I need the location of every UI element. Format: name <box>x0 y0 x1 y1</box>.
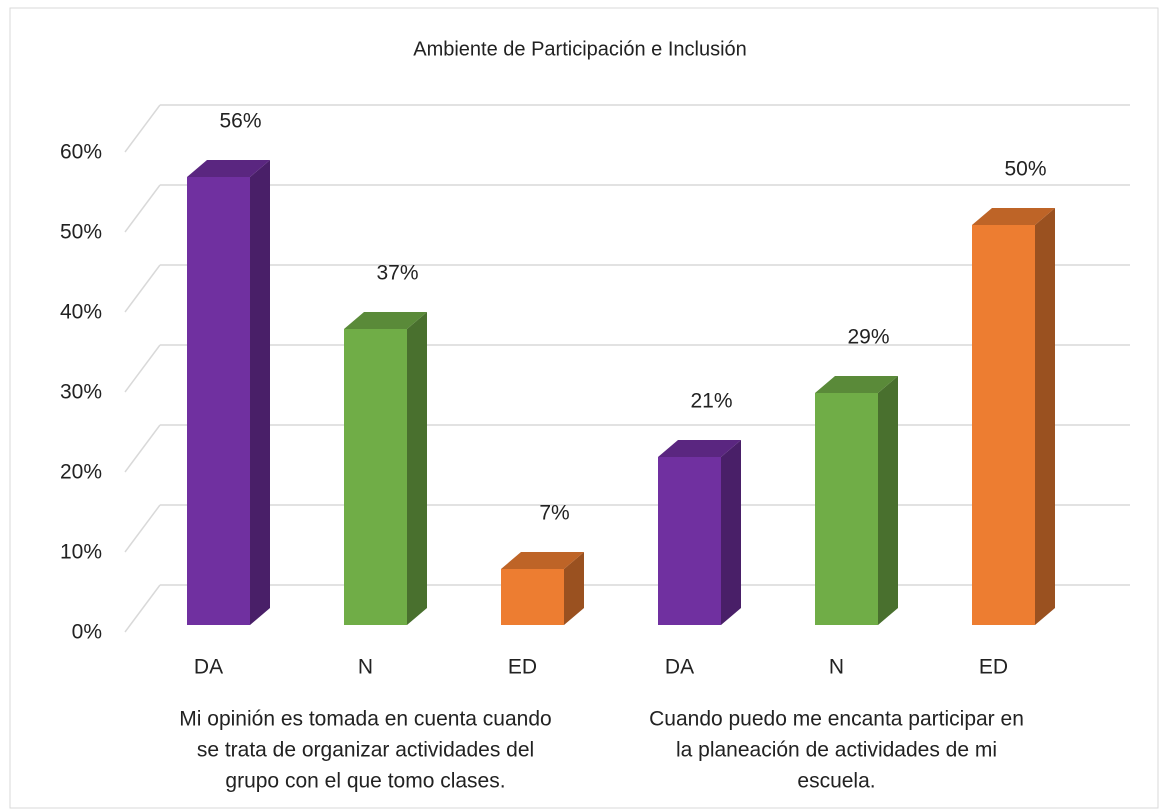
bar <box>658 457 721 625</box>
value-label: 29% <box>847 326 889 349</box>
x-tick-label: ED <box>979 656 1008 679</box>
group-label: escuela. <box>797 770 875 793</box>
x-tick-label: N <box>829 656 844 679</box>
value-label: 37% <box>376 262 418 285</box>
grid-line-side <box>124 104 161 153</box>
y-tick-label: 30% <box>60 381 102 404</box>
group-label: la planeación de actividades de mi <box>676 739 997 762</box>
bar <box>972 225 1035 625</box>
grid-line-side <box>124 424 161 473</box>
bar-top <box>972 208 1055 225</box>
y-tick-label: 50% <box>60 221 102 244</box>
y-tick-label: 10% <box>60 541 102 564</box>
group-label: se trata de organizar actividades del <box>197 739 534 762</box>
grid-line-side <box>124 344 161 393</box>
bar-side <box>878 376 898 625</box>
y-tick-label: 0% <box>72 621 102 644</box>
bar <box>815 393 878 625</box>
x-tick-label: DA <box>665 656 694 679</box>
bar-top <box>501 552 584 569</box>
value-label: 50% <box>1004 158 1046 181</box>
bar-top <box>344 312 427 329</box>
bar-side <box>564 552 584 625</box>
bar-top <box>658 440 741 457</box>
bar-side <box>407 312 427 625</box>
bar <box>501 569 564 625</box>
x-tick-label: DA <box>194 656 223 679</box>
bar-side <box>250 160 270 625</box>
chart-title: Ambiente de Participación e Inclusión <box>413 38 747 60</box>
x-tick-label: ED <box>508 656 537 679</box>
bar-top <box>815 376 898 393</box>
bar-side <box>721 440 741 625</box>
y-tick-label: 60% <box>60 141 102 164</box>
bar <box>344 329 407 625</box>
grid-line-side <box>124 584 161 633</box>
y-tick-label: 20% <box>60 461 102 484</box>
bar <box>187 177 250 625</box>
group-label: Mi opinión es tomada en cuenta cuando <box>179 708 551 731</box>
value-label: 7% <box>539 502 569 525</box>
value-label: 21% <box>690 390 732 413</box>
grid-line-side <box>124 264 161 313</box>
bar-top <box>187 160 270 177</box>
grid-line-side <box>124 504 161 553</box>
y-tick-label: 40% <box>60 301 102 324</box>
group-label: Cuando puedo me encanta participar en <box>649 708 1024 731</box>
x-tick-label: N <box>358 656 373 679</box>
value-label: 56% <box>219 110 261 133</box>
grid-line-side <box>124 184 161 233</box>
group-label: grupo con el que tomo clases. <box>225 770 505 793</box>
bar-side <box>1035 208 1055 625</box>
